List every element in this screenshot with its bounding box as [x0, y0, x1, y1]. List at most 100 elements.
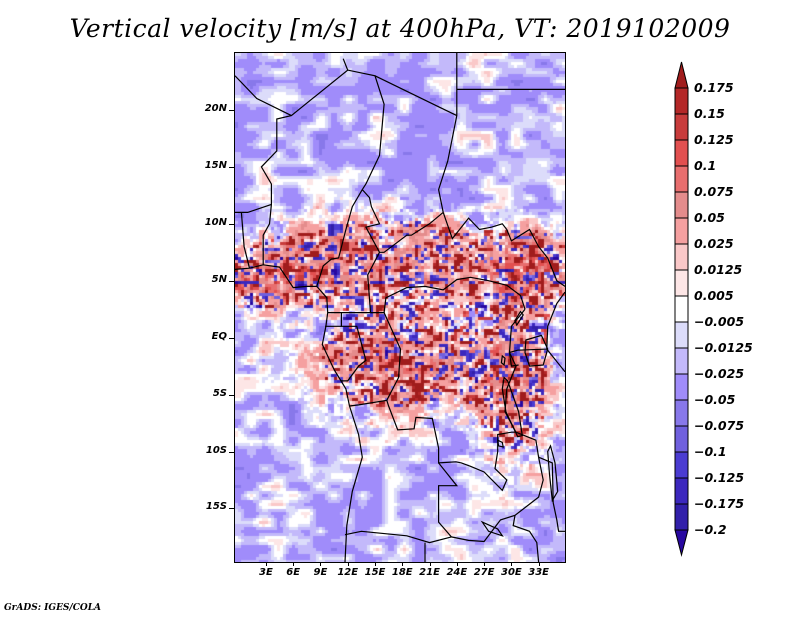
colorbar-swatch	[674, 217, 689, 245]
colorbar-swatch	[674, 191, 689, 219]
colorbar-label: 0.125	[694, 132, 734, 147]
colorbar-swatch	[674, 399, 689, 427]
y-tick	[229, 451, 234, 453]
lake-outline	[524, 334, 549, 367]
border-line	[361, 189, 444, 253]
chart-title: Vertical velocity [m/s] at 400hPa, VT: 2…	[69, 14, 731, 43]
x-tick-label: 24E	[446, 567, 468, 578]
colorbar-swatch	[674, 477, 689, 505]
colorbar-label: 0.075	[694, 184, 734, 199]
y-tick-label: 15S	[205, 501, 227, 513]
border-line	[508, 352, 519, 367]
grads-credit: GrADS: IGES/COLA	[4, 603, 102, 613]
colorbar-swatch	[674, 243, 689, 271]
border-line	[240, 212, 251, 269]
border-line	[546, 348, 565, 373]
y-tick-label: 10N	[204, 216, 227, 228]
y-tick	[229, 508, 234, 510]
x-tick	[375, 562, 376, 566]
x-tick-label: 12E	[337, 567, 359, 578]
x-tick	[429, 562, 431, 566]
colorbar-label: −0.075	[694, 418, 745, 433]
lake-outline	[501, 376, 523, 438]
map-plot-area	[235, 53, 565, 562]
country-borders	[235, 53, 565, 562]
colorbar-swatch	[674, 269, 689, 297]
colorbar-label: 0.025	[694, 236, 734, 251]
y-tick	[229, 337, 234, 339]
x-tick-label: 27E	[473, 567, 495, 578]
colorbar-label: −0.2	[694, 522, 727, 537]
y-tick-label: 10S	[205, 444, 227, 456]
colorbar-swatch	[674, 165, 689, 193]
colorbar-label: −0.05	[694, 392, 736, 407]
x-tick-label: 18E	[391, 567, 413, 578]
border-line	[235, 264, 363, 562]
colorbar-label: −0.025	[694, 366, 745, 381]
y-tick-label: 5S	[212, 387, 227, 399]
x-tick	[320, 562, 322, 566]
border-line	[538, 456, 565, 532]
colorbar-label: −0.175	[694, 496, 745, 511]
x-tick	[538, 562, 540, 566]
x-tick-label: 21E	[419, 567, 440, 578]
colorbar	[674, 61, 689, 557]
x-tick	[484, 562, 486, 566]
colorbar-swatch	[674, 451, 689, 479]
border-line	[344, 530, 452, 544]
border-line	[340, 325, 367, 382]
border-line	[437, 53, 565, 287]
y-tick-label: 5N	[211, 273, 227, 285]
border-line	[367, 252, 381, 313]
x-tick	[511, 562, 513, 566]
border-line	[512, 515, 540, 562]
colorbar-label: 0.05	[694, 210, 725, 225]
y-tick	[229, 166, 234, 168]
colorbar-swatch	[674, 139, 689, 167]
colorbar-swatch	[674, 113, 689, 141]
colorbar-swatch	[674, 295, 689, 323]
colorbar-extend-max	[674, 61, 689, 89]
colorbar-swatch	[674, 503, 689, 531]
border-line	[374, 75, 458, 117]
y-tick	[229, 109, 234, 111]
x-tick-label: 9E	[313, 567, 328, 578]
y-tick	[229, 223, 234, 225]
lake-outline	[496, 439, 504, 448]
lake-outline	[514, 310, 524, 327]
x-tick-label: 3E	[259, 567, 273, 578]
x-tick-label: 33E	[528, 567, 549, 578]
vertical-velocity-field	[235, 53, 565, 562]
x-tick-label: 6E	[286, 567, 301, 578]
y-tick	[229, 394, 234, 396]
x-tick	[456, 562, 458, 566]
colorbar-label: 0.005	[694, 288, 734, 303]
x-tick	[293, 562, 295, 566]
border-line	[508, 291, 565, 354]
colorbar-label: −0.005	[694, 314, 745, 329]
border-line	[262, 204, 272, 265]
colorbar-swatch	[674, 321, 689, 349]
y-tick-label: EQ	[211, 330, 227, 342]
border-line	[325, 312, 343, 327]
border-line	[235, 75, 292, 117]
colorbar-swatch	[674, 347, 689, 375]
y-tick	[229, 280, 234, 282]
colorbar-label: 0.1	[694, 158, 717, 173]
border-line	[370, 276, 526, 314]
lake-outline	[500, 354, 506, 367]
colorbar-label: −0.125	[694, 470, 745, 485]
y-tick-label: 20N	[204, 102, 227, 114]
colorbar-label: −0.1	[694, 444, 727, 459]
x-tick	[265, 562, 267, 566]
x-tick	[347, 562, 349, 566]
colorbar-swatch	[674, 425, 689, 453]
colorbar-swatch	[674, 373, 689, 401]
border-line	[316, 189, 363, 287]
x-tick-label: 15E	[364, 567, 386, 578]
x-tick-label: 30E	[500, 567, 522, 578]
border-line	[342, 58, 349, 71]
border-line	[235, 69, 385, 213]
colorbar-extend-min	[674, 529, 689, 557]
lake-outline	[547, 444, 559, 503]
